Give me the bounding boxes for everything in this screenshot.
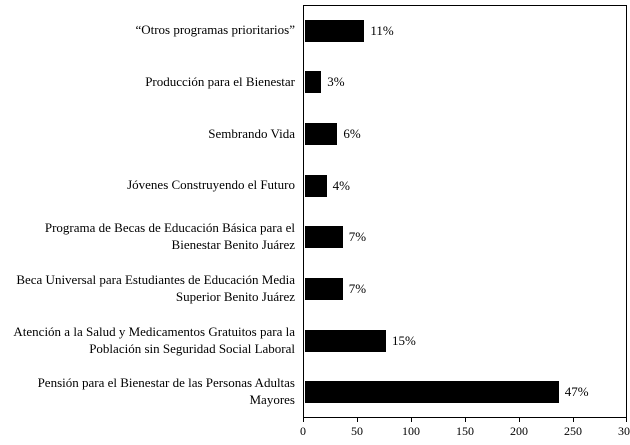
- x-tick-label: 200: [510, 424, 528, 438]
- bar: [305, 71, 322, 94]
- value-label: 11%: [370, 22, 394, 38]
- bar-area: 11%: [304, 5, 630, 57]
- chart-row: Producción para el Bienestar 3%: [0, 57, 630, 109]
- category-label: “Otros programas prioritarios”: [135, 22, 295, 38]
- x-tick-mark: [519, 418, 520, 422]
- x-tick-label: 150: [456, 424, 474, 438]
- category-label: Producción para el Bienestar: [145, 73, 295, 89]
- bar: [305, 329, 386, 352]
- x-tick-mark: [573, 418, 574, 422]
- bar-area: 47%: [304, 366, 630, 418]
- x-tick-label: 100: [402, 424, 420, 438]
- category-label: Pensión para el Bienestar de las Persona…: [37, 375, 295, 408]
- value-label: 3%: [327, 74, 345, 90]
- x-tick-label: 300: [618, 424, 630, 438]
- chart-row: Pensión para el Bienestar de las Persona…: [0, 366, 630, 418]
- bar: [305, 123, 338, 146]
- value-label: 7%: [348, 229, 367, 245]
- category-label: Beca Universal para Estudiantes de Educa…: [16, 272, 295, 304]
- bar-area: 6%: [304, 108, 630, 160]
- chart-row: Atención a la Salud y Medicamentos Gratu…: [0, 315, 630, 367]
- x-axis: 0 50 100 150 200 250 300: [300, 418, 630, 444]
- chart-row: Jóvenes Construyendo el Futuro 4%: [0, 160, 630, 212]
- bar: [305, 277, 343, 300]
- chart-row: Programa de Becas de Educación Básica pa…: [0, 212, 630, 264]
- category-label: Jóvenes Construyendo el Futuro: [127, 177, 295, 193]
- chart-row: “Otros programas prioritarios” 11%: [0, 5, 630, 57]
- value-label: 4%: [332, 177, 350, 193]
- x-tick-mark: [626, 418, 627, 422]
- x-tick-label: 50: [351, 424, 363, 438]
- x-tick-mark: [411, 418, 412, 422]
- x-tick-mark: [357, 418, 358, 422]
- x-tick-mark: [303, 418, 304, 422]
- plot-area-border: [303, 5, 627, 418]
- category-label: Sembrando Vida: [208, 125, 295, 141]
- value-label: 47%: [564, 384, 589, 400]
- x-tick-label: 0: [300, 424, 306, 438]
- bar: [305, 174, 327, 197]
- bar-area: 3%: [304, 57, 630, 109]
- bar-area: 7%: [304, 212, 630, 264]
- value-label: 6%: [343, 126, 361, 142]
- x-tick-label: 250: [564, 424, 582, 438]
- bar: [305, 381, 559, 404]
- category-label: Programa de Becas de Educación Básica pa…: [44, 220, 295, 253]
- bar-area: 15%: [304, 315, 630, 367]
- category-label: Atención a la Salud y Medicamentos Gratu…: [13, 323, 295, 356]
- chart-row: Beca Universal para Estudiantes de Educa…: [0, 263, 630, 315]
- bar-area: 7%: [304, 263, 630, 315]
- chart-row: Sembrando Vida 6%: [0, 108, 630, 160]
- value-label: 7%: [348, 280, 367, 296]
- value-label: 15%: [392, 332, 416, 348]
- x-tick-mark: [465, 418, 466, 422]
- bar: [305, 226, 343, 249]
- bar: [305, 19, 365, 42]
- bar-area: 4%: [304, 160, 630, 212]
- chart-rows: “Otros programas prioritarios” 11% Producc…: [0, 5, 630, 418]
